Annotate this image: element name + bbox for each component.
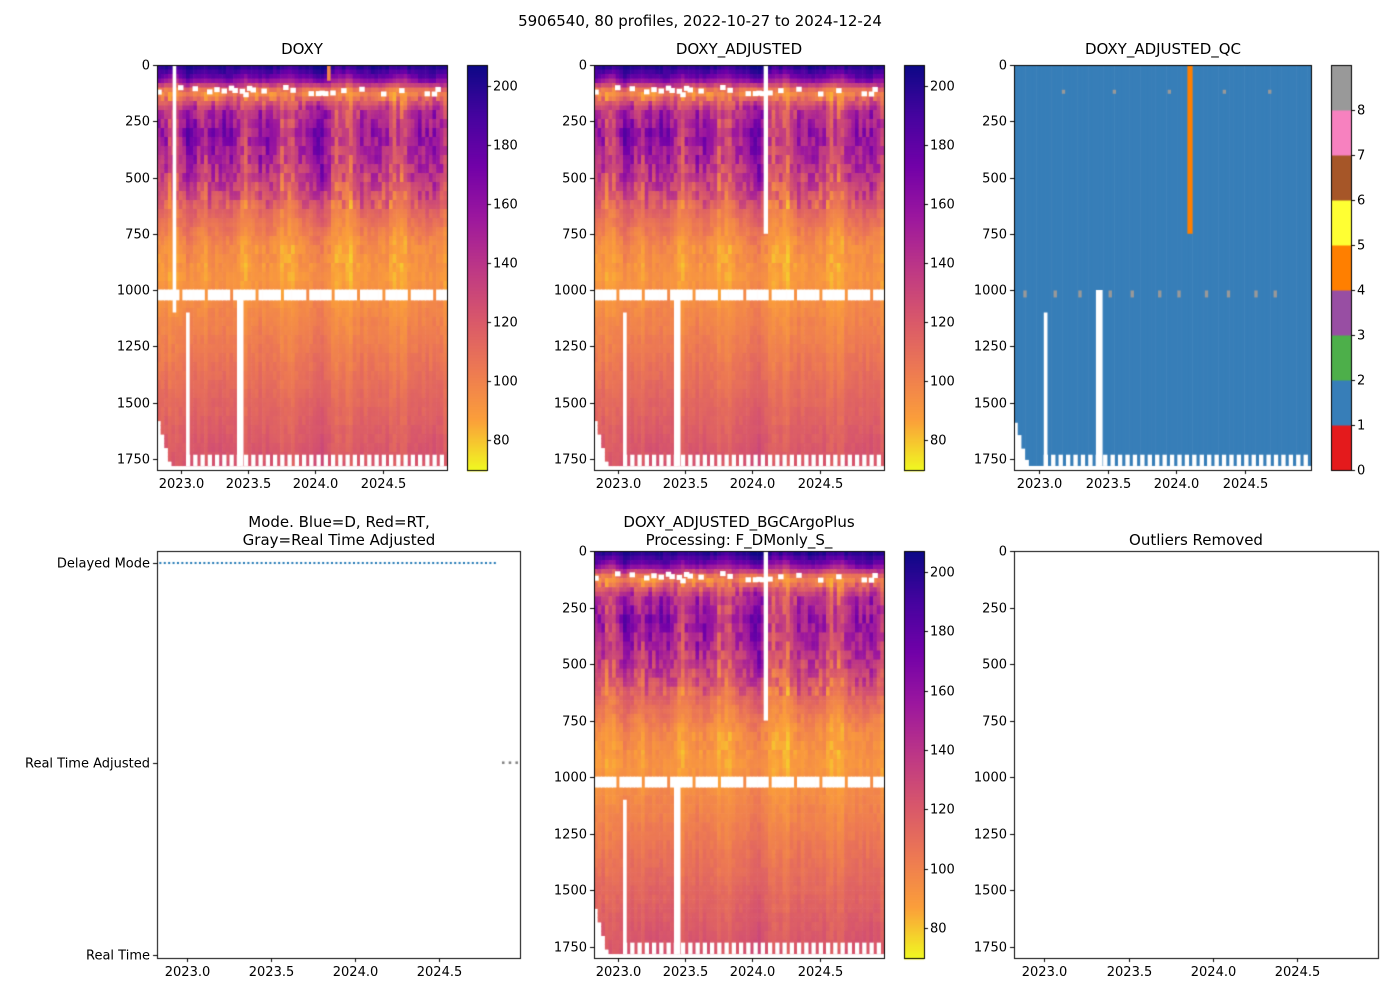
panel-title-mode: Mode. Blue=D, Red=RT, Gray=Real Time Adj… bbox=[243, 513, 436, 549]
panel-title-mode-line1: Mode. Blue=D, Red=RT, bbox=[248, 513, 430, 531]
panel-title-doxy-adjusted: DOXY_ADJUSTED bbox=[675, 40, 803, 58]
figure-suptitle: 5906540, 80 profiles, 2022-10-27 to 2024… bbox=[518, 12, 882, 30]
panel-title-bgcargoplus-line2: Processing: F_DMonly_S_ bbox=[645, 531, 833, 549]
panel-title-doxy-adjusted-qc: DOXY_ADJUSTED_QC bbox=[1084, 40, 1242, 58]
panel-title-bgcargoplus-line1: DOXY_ADJUSTED_BGCArgoPlus bbox=[623, 513, 855, 531]
panel-title-mode-line2: Gray=Real Time Adjusted bbox=[242, 531, 436, 549]
panel-title-bgcargoplus: DOXY_ADJUSTED_BGCArgoPlus Processing: F_… bbox=[623, 513, 854, 549]
panel-title-outliers-removed: Outliers Removed bbox=[1129, 531, 1263, 549]
panel-title-doxy: DOXY bbox=[281, 40, 323, 58]
